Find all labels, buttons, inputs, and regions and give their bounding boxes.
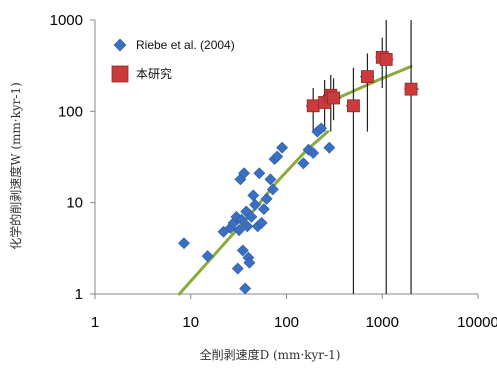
diamond-marker — [255, 217, 268, 229]
legend: Riebe et al. (2004) 本研究 — [111, 38, 235, 83]
y-tick-label: 10 — [66, 195, 83, 212]
x-tick-label: 1 — [91, 314, 99, 331]
diamond-marker — [315, 122, 328, 135]
diamond-marker — [201, 250, 214, 263]
diamond-marker — [297, 157, 310, 170]
y-axis-title: 化学的削剥速度W (mm·kyr-1) — [8, 82, 23, 250]
diamond-marker — [271, 150, 284, 163]
diamond-marker — [323, 141, 336, 154]
x-axis-title: 全削剥速度D (mm·kyr-1) — [200, 347, 341, 362]
trend-line-segment — [177, 130, 330, 296]
legend-label-this-study: 本研究 — [136, 66, 172, 81]
diamond-marker — [231, 262, 244, 275]
diamond-marker — [253, 167, 266, 180]
diamond-marker — [266, 183, 279, 196]
legend-diamond-icon — [113, 38, 127, 52]
diamond-marker — [233, 224, 246, 237]
diamond-marker — [260, 192, 273, 205]
y-tick-label: 1 — [75, 286, 83, 303]
diamond-marker — [239, 282, 252, 295]
y-tick-label: 100 — [58, 103, 83, 120]
x-tick-label: 10 — [182, 314, 199, 331]
legend-square-icon — [111, 65, 129, 83]
diamond-marker — [276, 141, 289, 154]
axis-ticks: 1 10 100 1000 10000 1 10 100 1000 — [50, 12, 497, 331]
square-marker — [306, 99, 320, 113]
diamond-marker — [257, 203, 270, 216]
diamond-marker — [178, 237, 190, 250]
diamond-marker — [307, 147, 320, 159]
y-tick-label: 1000 — [50, 12, 83, 29]
data-markers — [178, 50, 418, 295]
diamond-marker — [245, 210, 258, 223]
square-marker — [327, 91, 340, 105]
square-marker — [347, 99, 360, 113]
diamond-marker — [264, 173, 277, 186]
x-tick-label: 10000 — [457, 314, 497, 331]
diamond-marker — [235, 213, 248, 226]
diamond-marker — [241, 220, 254, 233]
diamond-marker — [249, 198, 262, 211]
x-tick-label: 100 — [274, 314, 299, 331]
square-marker — [404, 82, 418, 96]
square-marker — [361, 70, 374, 84]
diamond-marker — [243, 256, 256, 269]
diamond-marker — [236, 244, 249, 257]
diamond-marker — [238, 167, 250, 180]
legend-label-riebe: Riebe et al. (2004) — [136, 38, 235, 52]
x-tick-label: 1000 — [366, 314, 399, 331]
square-marker — [379, 53, 393, 66]
